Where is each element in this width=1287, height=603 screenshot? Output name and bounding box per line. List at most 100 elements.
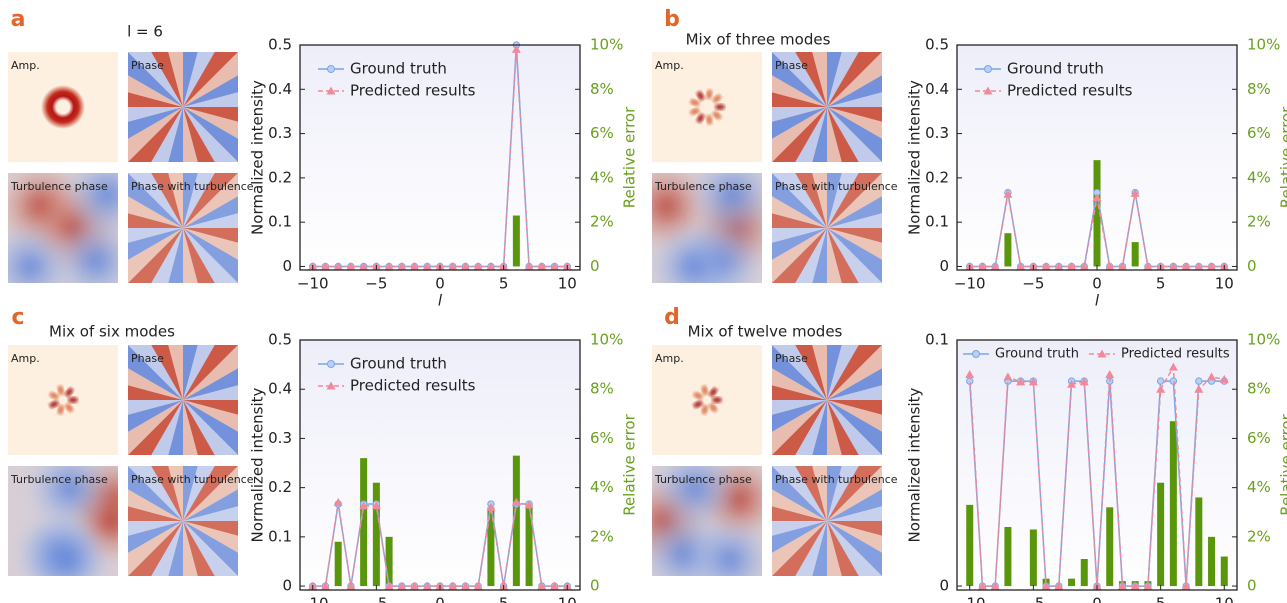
y-tick-label: 0.2 (925, 168, 949, 186)
y2-axis-label: Relative error (1278, 106, 1287, 208)
y2-tick-label: 8% (1247, 380, 1271, 398)
x-tick-label: −10 (954, 275, 986, 293)
error-bar (1170, 421, 1177, 586)
error-bar (1004, 527, 1011, 586)
panel-title: l = 6 (127, 23, 163, 41)
y2-tick-label: 10% (1247, 36, 1280, 54)
y2-tick-label: 6% (1247, 429, 1271, 447)
x-tick-label: 5 (499, 595, 509, 603)
image-label: Amp. (11, 352, 40, 365)
error-bar (1221, 557, 1228, 587)
plot-background (300, 45, 580, 270)
legend-label: Ground truth (350, 60, 447, 78)
x-tick-label: 0 (435, 595, 445, 603)
legend-label: Predicted results (350, 82, 476, 100)
amplitude-lobe (712, 397, 722, 403)
image-label: Amp. (11, 59, 40, 72)
x-tick-label: 5 (1156, 275, 1166, 293)
panel-label: c (11, 305, 24, 330)
y2-tick-label: 2% (590, 213, 614, 231)
y-tick-label: 0.1 (268, 527, 292, 545)
image-label: Turbulence phase (10, 180, 108, 193)
image-label: Phase with turbulence (131, 180, 254, 193)
image (93, 431, 273, 603)
x-tick-label: −5 (365, 275, 387, 293)
image-label: Phase with turbulence (775, 473, 898, 486)
error-bar (373, 483, 380, 586)
legend-marker (328, 361, 335, 368)
error-bar (513, 216, 520, 267)
image-label: Phase (775, 59, 808, 72)
error-bar (1004, 233, 1011, 266)
x-tick-label: −10 (954, 595, 986, 603)
y2-tick-label: 10% (1247, 331, 1280, 349)
legend-label: Ground truth (995, 347, 1079, 362)
amplitude-lobe (68, 397, 78, 403)
y2-tick-label: 6% (590, 124, 614, 142)
legend-label: Ground truth (1007, 60, 1104, 78)
image-panel: Amp. (652, 345, 762, 455)
y-tick-label: 0.3 (268, 124, 292, 142)
y-tick-label: 0.2 (268, 168, 292, 186)
y2-tick-label: 10% (590, 331, 623, 349)
image-panel: Amp. (652, 52, 762, 162)
y2-tick-label: 0 (590, 257, 600, 275)
image-label: Phase (131, 59, 164, 72)
image-label: Turbulence phase (654, 473, 752, 486)
image-panel: Amp. (8, 52, 118, 162)
y2-tick-label: 8% (590, 80, 614, 98)
image (93, 17, 273, 197)
panel-label: a (11, 7, 26, 32)
y2-axis-label: Relative error (1278, 413, 1287, 515)
image-label: Phase (131, 352, 164, 365)
turbulence-blob (25, 443, 115, 533)
image (93, 138, 273, 318)
x-tick-label: 0 (1092, 275, 1102, 293)
image-panel: Phase with turbulence (737, 138, 917, 318)
image-label: Phase with turbulence (131, 473, 254, 486)
y-tick-label: 0 (939, 577, 949, 595)
x-tick-label: 10 (1215, 595, 1234, 603)
x-axis-label: l (1095, 292, 1100, 310)
error-bar (1157, 483, 1164, 586)
plot-background (957, 340, 1237, 590)
error-bar (1081, 559, 1088, 586)
y2-axis-label: Relative error (621, 413, 639, 515)
y-tick-label: 0.5 (268, 331, 292, 349)
panel-title: Mix of twelve modes (688, 323, 843, 341)
image-panel: Phase with turbulence (93, 431, 273, 603)
error-bar (1195, 497, 1202, 586)
turbulence-blob (687, 150, 777, 240)
legend-marker (985, 66, 992, 73)
y-tick-label: 0.5 (268, 36, 292, 54)
error-bar (1030, 529, 1037, 586)
figure: al = 6Amp.PhaseTurbulence phasePhase wit… (0, 0, 1287, 603)
image-panel: Turbulence phase (621, 150, 781, 312)
y-tick-label: 0.4 (925, 80, 949, 98)
legend-label: Predicted results (1121, 347, 1230, 362)
image-label: Amp. (655, 352, 684, 365)
y-tick-label: 0.4 (268, 80, 292, 98)
y-tick-label: 0.1 (268, 213, 292, 231)
amplitude-ring (41, 85, 85, 129)
y2-tick-label: 8% (590, 380, 614, 398)
y2-tick-label: 0 (1247, 257, 1257, 275)
image-label: Turbulence phase (10, 473, 108, 486)
image-label: Phase (775, 352, 808, 365)
y-tick-label: 0.2 (268, 478, 292, 496)
error-bar (1068, 579, 1075, 586)
error-bar (966, 505, 973, 586)
y2-tick-label: 2% (1247, 527, 1271, 545)
image-label: Turbulence phase (654, 180, 752, 193)
y2-tick-label: 2% (1247, 213, 1271, 231)
y-axis-label: Normalized intensity (906, 80, 924, 235)
x-axis-label: l (438, 292, 443, 310)
y2-tick-label: 4% (590, 168, 614, 186)
legend-label: Predicted results (350, 377, 476, 395)
y-tick-label: 0.3 (268, 429, 292, 447)
y2-tick-label: 8% (1247, 80, 1271, 98)
y-tick-label: 0.3 (925, 124, 949, 142)
point (1170, 378, 1176, 384)
y-tick-label: 0 (282, 577, 292, 595)
y-axis-label: Normalized intensity (906, 387, 924, 542)
